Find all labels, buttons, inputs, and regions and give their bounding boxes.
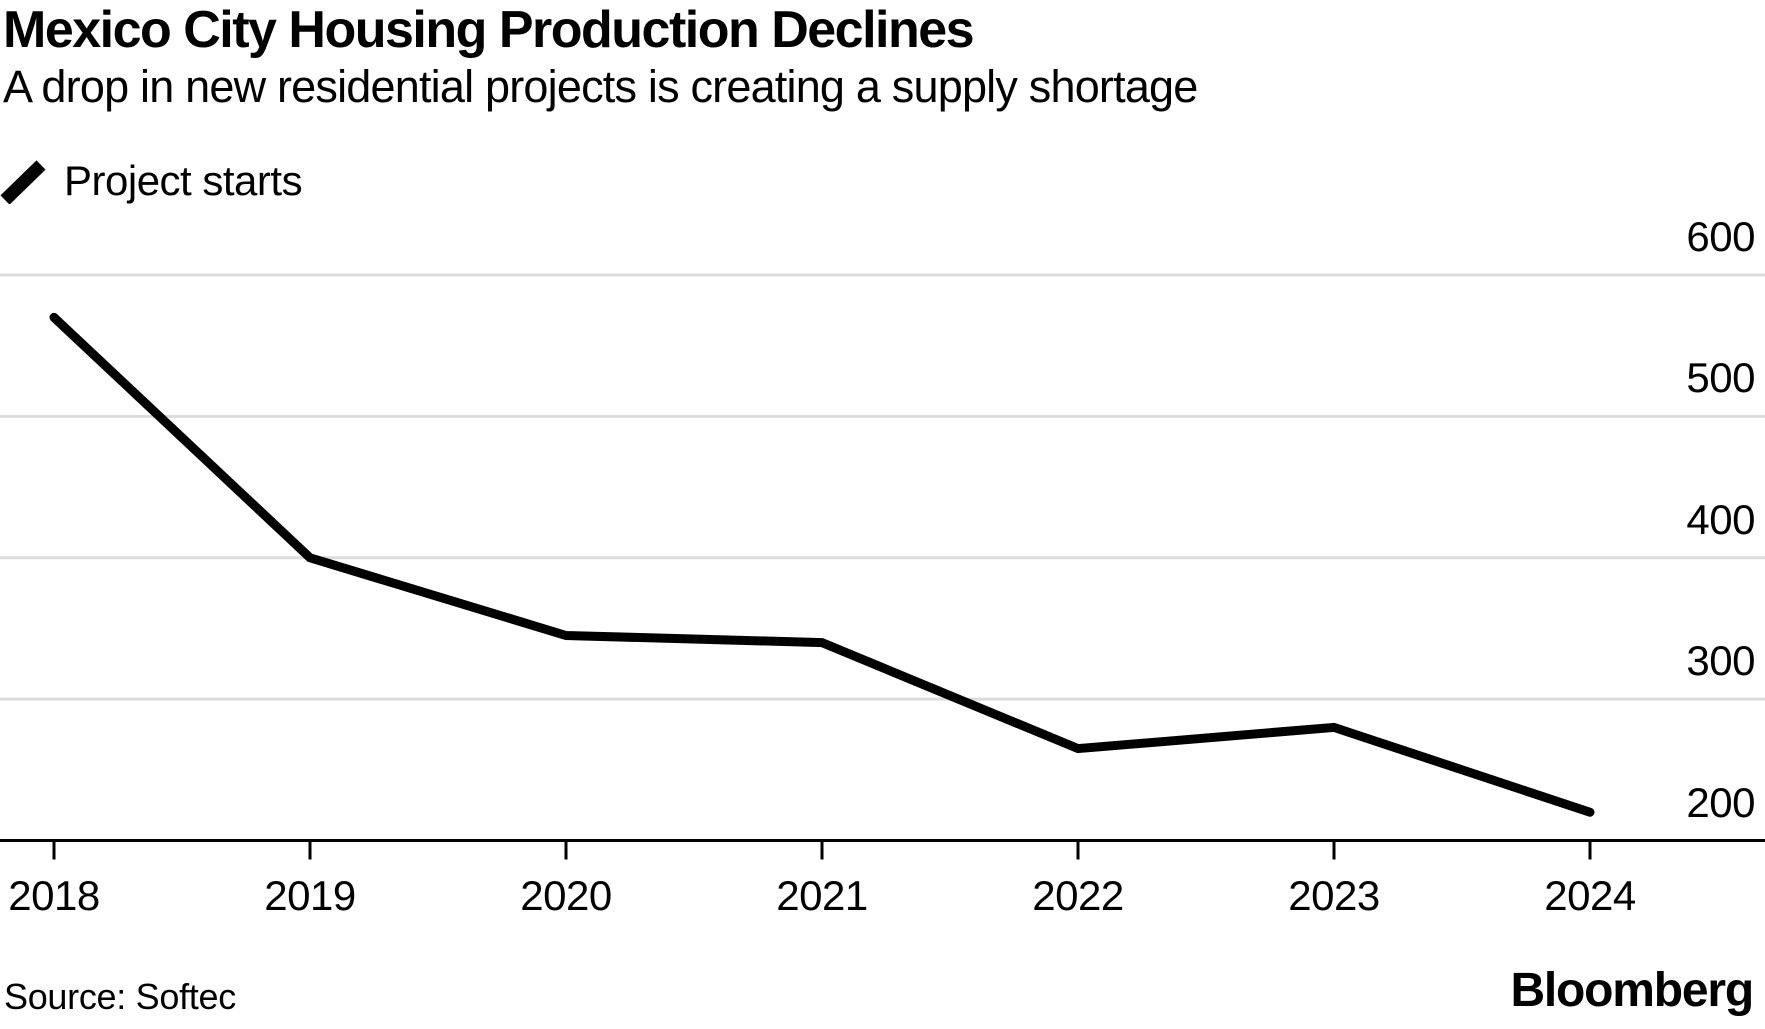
legend: Project starts — [0, 157, 303, 204]
legend-series-label: Project starts — [64, 157, 303, 204]
y-axis-label: 400 — [1686, 495, 1755, 543]
x-axis-label: 2024 — [1544, 872, 1636, 919]
source-note: Source: Softec — [4, 976, 236, 1017]
x-axis-label: 2019 — [264, 872, 356, 919]
chart-title: Mexico City Housing Production Declines — [3, 1, 975, 59]
y-axis-label: 500 — [1686, 354, 1755, 402]
x-axis-label: 2022 — [1032, 872, 1124, 919]
chart-subtitle: A drop in new residential projects is cr… — [3, 61, 1198, 112]
line-series-icon — [0, 160, 46, 204]
x-axis-label: 2018 — [8, 872, 100, 919]
x-axis-label: 2021 — [776, 872, 868, 919]
y-axis-label: 300 — [1686, 637, 1755, 685]
bloomberg-logo: Bloomberg — [1510, 964, 1754, 1017]
series-line — [49, 312, 1595, 817]
y-axis-label: 200 — [1686, 778, 1755, 826]
x-axis-label: 2020 — [520, 872, 612, 919]
y-axis-label: 600 — [1686, 213, 1755, 260]
x-axis-label: 2023 — [1288, 872, 1380, 919]
